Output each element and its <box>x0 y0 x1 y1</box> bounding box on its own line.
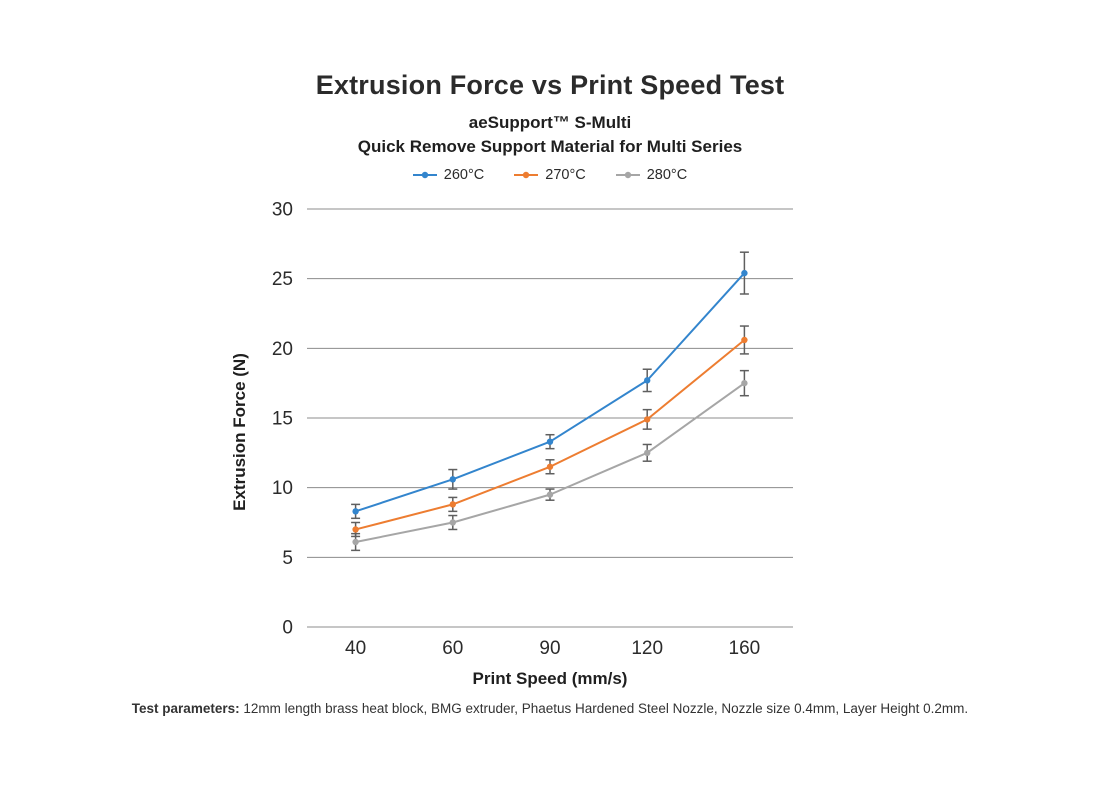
data-point-marker <box>644 377 651 384</box>
data-point-marker <box>546 463 554 470</box>
data-point-marker <box>741 269 748 277</box>
data-point-marker <box>741 336 748 344</box>
legend-line-marker-icon <box>514 171 539 179</box>
chart-legend: 260°C 270°C 280°C <box>0 164 1100 186</box>
legend-line-marker-icon <box>412 171 437 179</box>
y-tick-label-20: 20 <box>272 339 293 360</box>
chart-subtitle-product: aeSupport™ S-Multi <box>468 113 632 132</box>
data-point-marker <box>352 538 359 546</box>
data-point-marker <box>741 379 748 387</box>
y-tick-label-30: 30 <box>272 200 293 221</box>
legend-line-marker-icon <box>615 171 640 179</box>
data-point-marker <box>449 501 456 508</box>
test-parameters-label: Test parameters: <box>131 701 240 716</box>
x-axis-title: Print Speed (mm/s) <box>472 669 628 688</box>
legend-label: 260°C <box>443 167 485 183</box>
y-tick-label-5: 5 <box>282 548 293 569</box>
data-point-marker <box>644 449 651 457</box>
series-280°C <box>351 369 749 552</box>
series-260°C <box>351 251 749 520</box>
y-tick-label-15: 15 <box>272 409 293 430</box>
legend-label: 270°C <box>545 167 586 183</box>
data-point-marker <box>352 508 359 515</box>
data-point-marker <box>546 438 554 445</box>
y-tick-label-10: 10 <box>272 478 293 499</box>
y-axis-title: Extrusion Force (N) <box>230 353 249 511</box>
data-point-marker <box>449 519 456 526</box>
chart-subtitle-description: Quick Remove Support Material for Multi … <box>357 137 743 156</box>
test-parameters-note: Test parameters: 12mm length brass heat … <box>0 701 1100 716</box>
y-tick-label-0: 0 <box>282 618 293 639</box>
x-tick-label-120: 120 <box>631 638 663 659</box>
x-tick-label-160: 160 <box>729 638 761 659</box>
x-tick-label-90: 90 <box>539 638 560 659</box>
legend-label: 280°C <box>646 167 688 183</box>
series-270°C <box>351 325 749 538</box>
legend-item-270°C: 270°C <box>514 167 586 183</box>
data-point-marker <box>644 416 651 423</box>
x-tick-label-60: 60 <box>442 638 463 659</box>
chart-title: Extrusion Force vs Print Speed Test <box>315 70 785 100</box>
legend-item-280°C: 280°C <box>615 167 688 183</box>
series-line <box>355 272 746 513</box>
x-tick-label-40: 40 <box>345 638 366 659</box>
test-parameters-text: 12mm length brass heat block, BMG extrud… <box>239 701 969 716</box>
y-tick-label-25: 25 <box>272 269 293 290</box>
data-point-marker <box>449 476 456 483</box>
legend-item-260°C: 260°C <box>412 167 485 183</box>
data-point-marker <box>352 526 359 533</box>
data-point-marker <box>546 491 554 498</box>
